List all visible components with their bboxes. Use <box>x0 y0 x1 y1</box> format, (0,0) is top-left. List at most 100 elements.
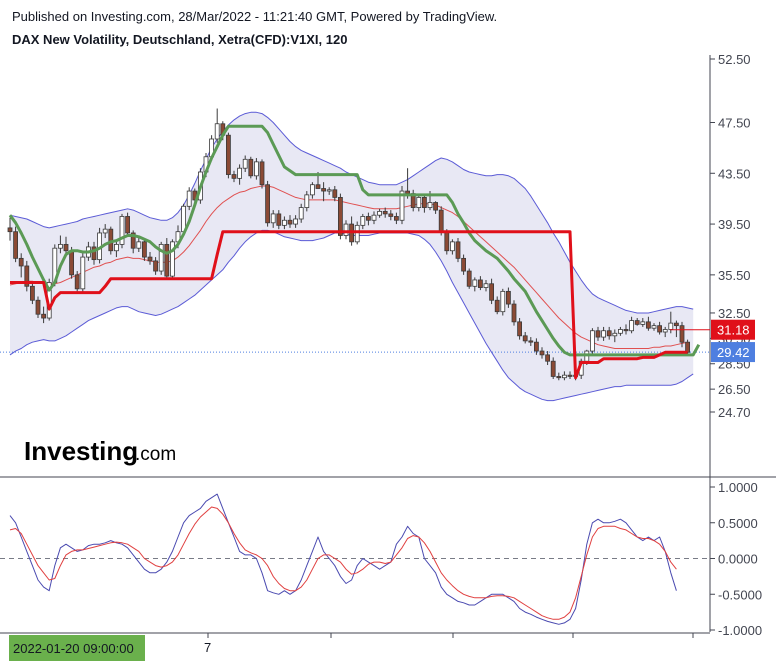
trend-line-red <box>10 230 688 380</box>
main-plot-area[interactable] <box>0 108 710 402</box>
candle-body <box>354 224 360 243</box>
candle <box>343 220 349 240</box>
candle-body <box>455 241 461 259</box>
candle-body <box>545 354 550 362</box>
level-badge-text: 31.18 <box>717 323 750 338</box>
candle <box>63 236 69 255</box>
candle <box>377 208 383 218</box>
candle-body <box>539 350 545 356</box>
candle-body <box>522 335 528 342</box>
candle-body <box>393 216 399 221</box>
candle <box>237 164 243 185</box>
stochastic-d-line <box>9 506 677 620</box>
candle-body <box>685 341 690 353</box>
candle <box>41 306 46 324</box>
candle-body <box>550 360 556 377</box>
candle <box>618 326 623 336</box>
candle <box>472 277 478 292</box>
candle-body <box>567 374 573 377</box>
candle-body <box>595 330 601 338</box>
candle <box>466 268 472 289</box>
candle-body <box>472 279 478 287</box>
candle-body <box>41 313 46 319</box>
candle <box>309 182 315 199</box>
candle-body <box>382 210 388 215</box>
candle-body <box>646 321 651 329</box>
candle <box>511 300 517 326</box>
candle-body <box>24 265 30 287</box>
candle <box>455 238 461 263</box>
candle-body <box>433 202 439 211</box>
price-tick-label: 32.50 <box>718 306 751 321</box>
last-price-badge <box>711 342 755 363</box>
candle-body <box>662 329 668 333</box>
candle <box>293 215 299 228</box>
candle-body <box>657 325 662 333</box>
candle <box>371 211 377 225</box>
candle-body <box>377 210 383 216</box>
stochastic-tick-label: 0.5000 <box>718 516 758 531</box>
candle-body <box>231 174 237 179</box>
stochastic-tick-label: -1.0000 <box>718 623 762 638</box>
candle-body <box>18 257 24 267</box>
candle-body <box>668 322 674 330</box>
candle-body <box>29 285 35 301</box>
candle <box>623 324 629 335</box>
candle <box>477 276 483 291</box>
logo-suffix: .com <box>135 444 176 465</box>
candle <box>382 207 388 218</box>
candle-body <box>153 260 159 272</box>
price-tick-label: 39.50 <box>718 217 751 232</box>
candle <box>114 240 119 258</box>
candle-body <box>315 184 321 189</box>
candle-body <box>427 202 433 208</box>
candle <box>539 347 545 359</box>
candle <box>125 212 130 237</box>
candle-body <box>242 158 248 169</box>
candle <box>141 239 147 261</box>
candle-body <box>108 228 114 252</box>
candle <box>522 332 528 344</box>
candle-body <box>58 243 63 249</box>
candle-body <box>13 231 19 259</box>
candle-body <box>618 329 623 334</box>
candle <box>231 170 237 183</box>
candle-body <box>623 329 629 332</box>
candle <box>24 260 30 292</box>
bollinger-band-fill <box>10 112 694 401</box>
price-tick-label: 43.50 <box>718 166 751 181</box>
candle-body <box>141 241 147 258</box>
candle <box>147 252 153 265</box>
candle <box>388 210 394 221</box>
candle <box>18 253 24 278</box>
candle-body <box>388 213 394 217</box>
candle-body <box>80 256 86 290</box>
logo-main: Investing <box>24 436 138 466</box>
price-axis[interactable]: 52.5047.5043.5039.5035.5032.5030.5028.50… <box>0 52 776 638</box>
candle-body <box>7 227 13 233</box>
candle-body <box>634 320 640 325</box>
x-axis-day-label: 7 <box>204 640 211 655</box>
candle-body <box>337 197 343 236</box>
candle <box>58 235 63 254</box>
candle <box>483 279 489 292</box>
candle-body <box>449 241 455 252</box>
candle-body <box>421 197 427 208</box>
candle-body <box>651 325 657 329</box>
candle-body <box>562 374 567 379</box>
candle <box>449 239 455 255</box>
investing-logo: Investing .com <box>24 436 176 466</box>
candle-body <box>343 223 349 236</box>
candle <box>562 371 567 381</box>
stochastic-plot-area[interactable] <box>0 493 710 625</box>
candle <box>612 329 618 343</box>
candle <box>606 326 612 340</box>
price-tick-label: 26.50 <box>718 382 751 397</box>
stochastic-axis[interactable]: 1.0000 0.5000 0.0000 -0.5000 -1.0000 <box>710 480 762 638</box>
candle <box>214 108 220 143</box>
candle-body <box>63 243 69 252</box>
candle <box>298 203 304 223</box>
candle-body <box>35 299 41 315</box>
candle <box>136 238 142 253</box>
